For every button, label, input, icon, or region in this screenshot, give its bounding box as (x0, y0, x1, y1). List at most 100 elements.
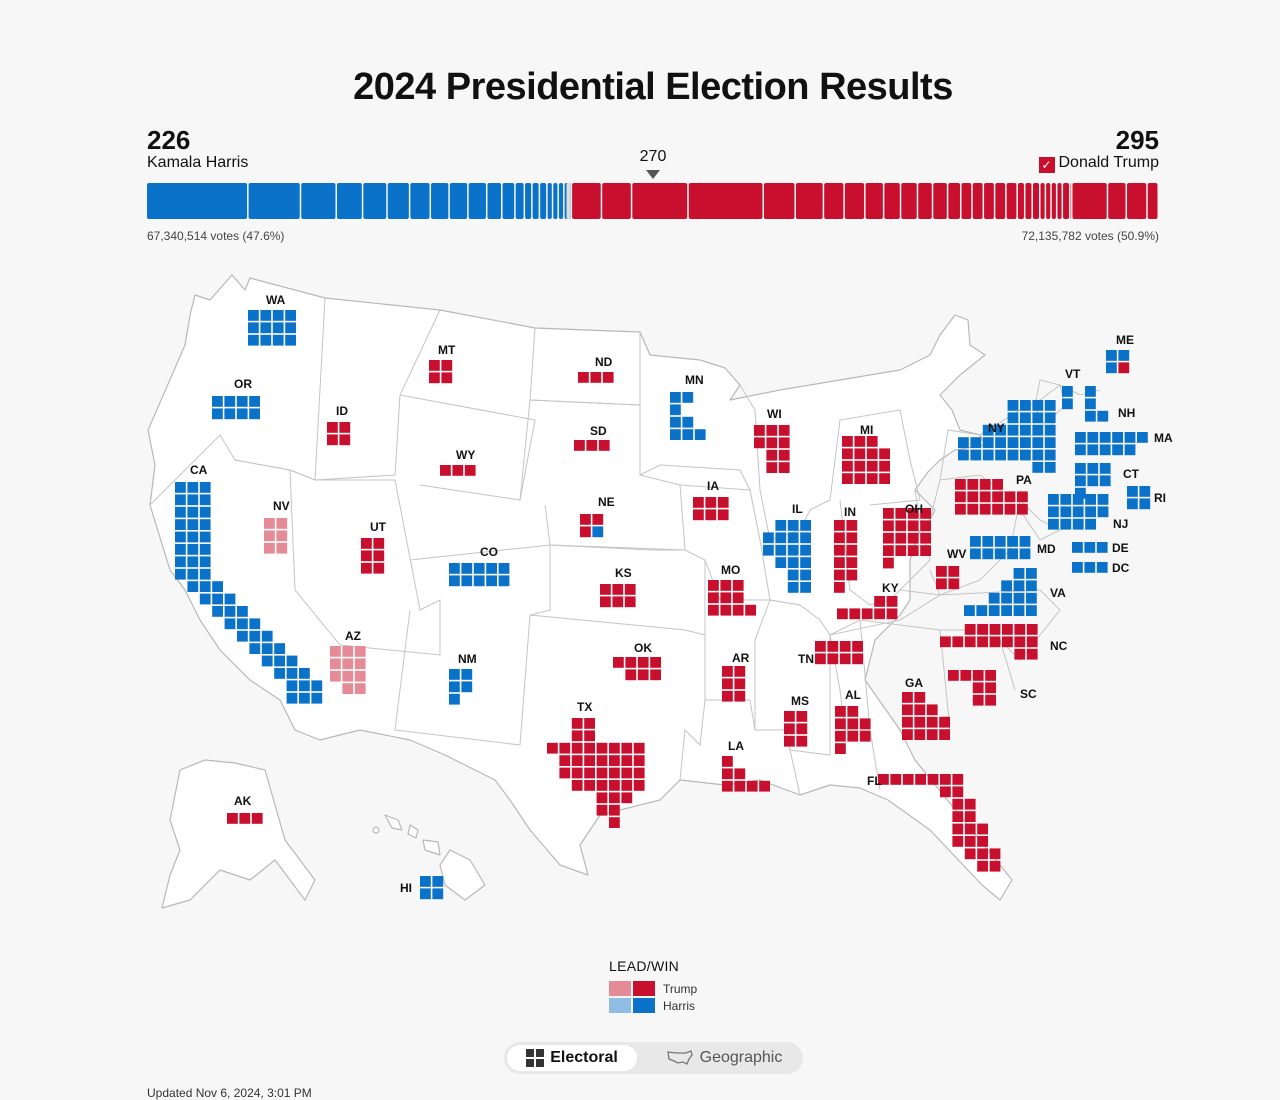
tile-ia (717, 509, 729, 521)
tile-ky (874, 596, 885, 607)
bar-segment-harris-ny (248, 183, 300, 219)
tile-wi (754, 425, 765, 436)
harris-electoral-votes: 226 (147, 125, 191, 155)
tile-il (775, 544, 787, 556)
tile-ca (274, 655, 285, 667)
state-label-in: IN (844, 505, 856, 519)
tile-me (1118, 350, 1130, 361)
tile-in (834, 520, 845, 531)
state-label-mn: MN (685, 373, 704, 387)
tile-ne (580, 526, 591, 538)
tile-ca (286, 680, 298, 692)
state-label-nm: NM (458, 652, 477, 666)
bar-segment-trump-wv (1032, 183, 1039, 219)
tile-tn (839, 653, 851, 665)
tile-ny (1020, 400, 1031, 411)
tile-ri (1139, 498, 1151, 510)
tile-tx (609, 767, 620, 779)
bar-segment-trump-mi (795, 183, 823, 219)
tile-fl (890, 774, 902, 785)
state-label-ga: GA (905, 676, 923, 690)
electoral-view-button[interactable]: Electoral (507, 1045, 637, 1071)
tile-ga (914, 692, 926, 703)
tile-ca (286, 655, 298, 667)
state-label-md: MD (1037, 542, 1056, 556)
tile-mt (429, 372, 440, 384)
tile-in (846, 520, 858, 531)
tile-ny (982, 449, 994, 461)
tile-az (354, 683, 366, 694)
tile-wa (272, 322, 284, 334)
tile-ca (199, 531, 211, 543)
tile-ok (650, 657, 661, 668)
bar-segment-harris-ma (410, 183, 430, 219)
tile-ak (251, 813, 263, 824)
tile-ca (199, 581, 211, 592)
tile-il (787, 532, 799, 544)
tile-ut (361, 550, 372, 562)
tile-nc (1002, 624, 1013, 635)
state-label-fl: FL (867, 774, 882, 788)
tile-sd (574, 440, 585, 451)
tile-nh (1085, 410, 1096, 422)
tile-md (1019, 548, 1031, 560)
tile-in (846, 569, 858, 581)
tile-wy (452, 465, 464, 476)
tile-ia (705, 497, 717, 508)
tile-ia (693, 497, 704, 508)
tile-ar (722, 666, 733, 677)
tile-pa (979, 491, 991, 503)
tile-tx (609, 792, 620, 804)
tile-mi (866, 436, 878, 447)
legend: LEAD/WIN Trump Harris (609, 958, 697, 1014)
bar-segment-trump-ia (961, 183, 972, 219)
tile-wi (778, 437, 790, 449)
tile-vt (1062, 398, 1073, 410)
tile-ny (958, 437, 969, 448)
tile-tn (839, 641, 851, 652)
tile-in (834, 557, 845, 568)
bar-segment-harris-me (547, 183, 552, 219)
tile-mn (670, 404, 681, 416)
tile-mi (866, 460, 878, 472)
electoral-map[interactable]: WA OR CA NV ID MT WY UT AZ CO NM ND SD KS OK TX MN IA MO AR… (140, 260, 1180, 920)
state-label-nv: NV (273, 499, 290, 513)
state-label-ok: OK (634, 641, 652, 655)
tile-wi (766, 437, 778, 449)
state-label-co: CO (480, 545, 498, 559)
tile-mo (708, 604, 719, 616)
tile-ca (249, 630, 261, 642)
tile-al (835, 730, 846, 742)
tile-la (722, 756, 733, 767)
tile-tx (571, 780, 583, 791)
state-label-ut: UT (370, 520, 387, 534)
tile-ia (693, 509, 704, 521)
tile-nc (1014, 636, 1026, 648)
tile-ga (902, 704, 913, 716)
tile-ri (1139, 486, 1151, 497)
tile-sc (948, 670, 959, 681)
tile-wa (260, 310, 272, 321)
legend-trump-label: Trump (663, 981, 698, 996)
tile-va (988, 592, 1000, 604)
bar-segment-harris-or (487, 183, 502, 219)
tile-oh (895, 508, 907, 519)
tile-ky (886, 596, 898, 607)
tile-ca (175, 494, 186, 506)
tile-nv (276, 530, 288, 542)
tile-ca (274, 668, 285, 679)
tile-az (342, 658, 354, 670)
bar-segment-trump-wy (1051, 183, 1056, 219)
tile-fl (878, 774, 889, 785)
tile-la (734, 780, 746, 792)
state-borders (149, 297, 1101, 796)
tile-il (800, 569, 811, 581)
state-label-ne: NE (598, 495, 615, 509)
tile-md (1007, 536, 1018, 547)
tile-wv (936, 566, 947, 577)
geographic-view-button[interactable]: Geographic (654, 1045, 794, 1071)
tile-sd (586, 440, 598, 451)
tile-ok (637, 657, 649, 668)
bar-segment-trump-ks (984, 183, 994, 219)
tile-va (1001, 605, 1012, 616)
